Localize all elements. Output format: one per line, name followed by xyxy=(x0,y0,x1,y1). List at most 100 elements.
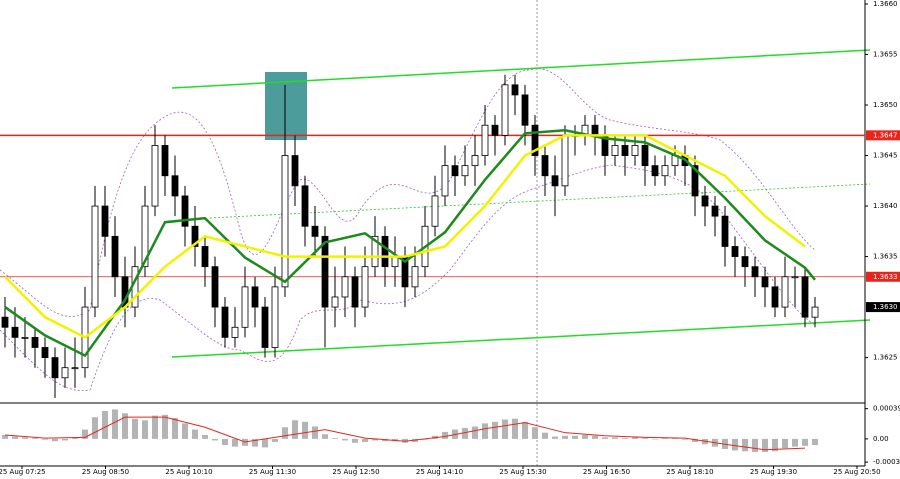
candle-body xyxy=(181,195,189,227)
histogram-bar xyxy=(82,429,88,439)
histogram-bar xyxy=(772,438,778,452)
histogram-bar xyxy=(42,438,48,440)
histogram-bar xyxy=(752,438,758,453)
candle-body xyxy=(11,326,19,338)
histogram-bar xyxy=(122,413,128,439)
candle-body xyxy=(481,124,489,156)
candle-body xyxy=(591,124,599,136)
candle-body xyxy=(431,195,439,227)
candle-body xyxy=(191,225,199,247)
histogram-bar xyxy=(732,438,738,451)
histogram-bar xyxy=(22,437,28,439)
candle-body xyxy=(781,276,789,308)
histogram-bar xyxy=(142,420,148,439)
histogram-bar xyxy=(12,436,18,439)
candle-body xyxy=(361,266,369,308)
candle-body xyxy=(521,94,529,126)
candle-body xyxy=(301,185,309,227)
histogram-bar xyxy=(742,438,748,452)
histogram-bar xyxy=(602,437,608,439)
histogram-bar xyxy=(762,438,768,453)
histogram-bar xyxy=(612,437,618,439)
histogram-bar xyxy=(312,426,318,439)
histogram-bar xyxy=(572,435,578,439)
level-label: 1.3633 xyxy=(873,273,898,281)
y-tick-label: 1.3625 xyxy=(873,354,898,362)
candle-body xyxy=(731,246,739,257)
signal-line xyxy=(4,416,806,451)
histogram-bar xyxy=(102,410,108,439)
histogram-bar xyxy=(192,429,198,439)
histogram-bar xyxy=(792,438,798,447)
channel-upper xyxy=(171,49,871,89)
histogram-bar xyxy=(502,419,508,439)
candle-body xyxy=(501,84,509,136)
histogram-bar xyxy=(812,438,818,446)
candle-body xyxy=(161,145,169,177)
level-label-box xyxy=(866,130,900,141)
indicator-tick-label: -0.0003 xyxy=(873,458,900,466)
histogram-bar xyxy=(692,438,698,442)
x-tick-label: 25 Aug 15:30 xyxy=(499,468,546,476)
candle-body xyxy=(721,215,729,247)
x-tick-label: 25 Aug 14:10 xyxy=(416,468,463,476)
histogram-bar xyxy=(562,435,568,439)
candle-body xyxy=(351,276,359,308)
x-tick-label: 25 Aug 20:50 xyxy=(833,468,880,476)
candle-body xyxy=(551,175,559,187)
upper-band xyxy=(0,68,816,317)
candle-body xyxy=(91,205,99,308)
candle-body xyxy=(1,316,9,328)
candle-body xyxy=(101,205,109,237)
histogram-bar xyxy=(302,421,308,439)
histogram-bar xyxy=(672,438,678,439)
histogram-bar xyxy=(462,428,468,439)
candle-body xyxy=(41,347,49,358)
candle-body xyxy=(491,124,499,136)
histogram-bar xyxy=(472,426,478,439)
candle-body xyxy=(311,225,319,237)
candle-body xyxy=(651,165,659,177)
candle-body xyxy=(271,286,279,348)
histogram-bar xyxy=(152,415,158,439)
candle-body xyxy=(561,134,569,187)
candle-body xyxy=(441,165,449,197)
histogram-bar xyxy=(682,438,688,440)
candle-body xyxy=(111,235,119,278)
histogram-bar xyxy=(512,418,518,439)
candle-body xyxy=(711,205,719,217)
highlight-box xyxy=(265,72,307,140)
histogram-bar xyxy=(62,438,68,441)
candle-body xyxy=(531,124,539,156)
histogram-bar xyxy=(552,436,558,439)
candle-body xyxy=(151,145,159,207)
histogram-bar xyxy=(442,431,448,439)
y-tick-label: 1.3655 xyxy=(873,51,898,59)
x-tick-label: 25 Aug 11:30 xyxy=(249,468,296,476)
candle-body xyxy=(641,145,649,167)
candle-body xyxy=(771,286,779,308)
candle-body xyxy=(751,266,759,278)
histogram-bar xyxy=(2,435,8,439)
y-tick-label: 1.3650 xyxy=(873,101,898,109)
histogram-bar xyxy=(352,438,358,443)
histogram-bar xyxy=(92,417,98,439)
y-tick-label: 1.3645 xyxy=(873,152,898,160)
histogram-bar xyxy=(292,420,298,439)
candle-body xyxy=(391,256,399,268)
candle-body xyxy=(511,84,519,96)
histogram-bar xyxy=(642,438,648,439)
histogram-bar xyxy=(172,417,178,439)
indicator-tick-label: 0.00 xyxy=(873,435,889,443)
x-tick-label: 25 Aug 19:30 xyxy=(750,468,797,476)
candle-body xyxy=(341,276,349,298)
candle-body xyxy=(141,205,149,268)
histogram-bar xyxy=(482,423,488,439)
histogram-bar xyxy=(212,438,218,441)
histogram-bar xyxy=(322,434,328,439)
candle-body xyxy=(21,336,29,339)
candle-body xyxy=(211,266,219,308)
y-tick-label: 1.3635 xyxy=(873,253,898,261)
